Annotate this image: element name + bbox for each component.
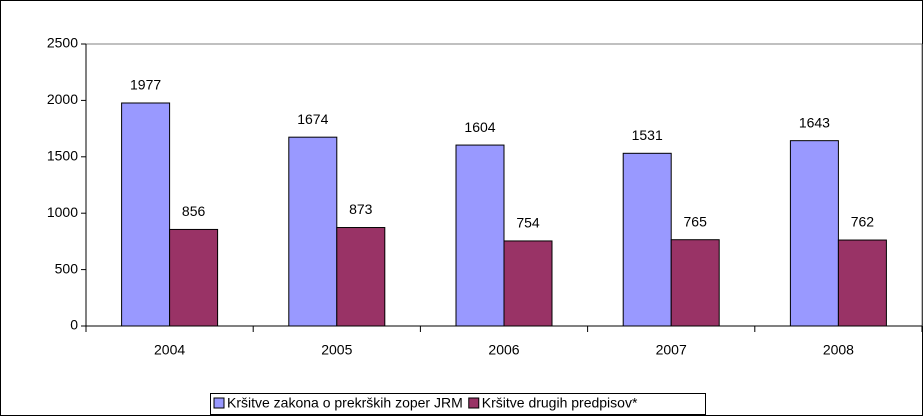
x-tick-label: 2008 (823, 342, 854, 358)
legend-swatch (213, 397, 225, 409)
legend-label: Kršitve drugih predpisov* (482, 395, 638, 411)
y-tick-label: 500 (55, 260, 79, 276)
y-tick-label: 2500 (47, 35, 78, 51)
y-tick-label: 1500 (47, 148, 78, 164)
bar (503, 240, 553, 327)
bar (121, 102, 171, 327)
legend-box (210, 393, 706, 415)
bar (789, 140, 839, 327)
data-label: 1674 (297, 111, 328, 127)
bar (670, 239, 720, 327)
x-tick-label: 2007 (656, 342, 687, 358)
y-tick-label: 0 (70, 317, 78, 333)
data-label: 1604 (464, 119, 495, 135)
data-label: 873 (349, 201, 373, 217)
x-tick-label: 2004 (154, 342, 185, 358)
bar (837, 239, 887, 327)
data-label: 754 (516, 215, 540, 231)
legend-label: Kršitve zakona o prekrških zoper JRM (227, 395, 463, 411)
bar (455, 144, 505, 327)
data-label: 765 (684, 213, 708, 229)
data-label: 1531 (632, 127, 663, 143)
bar (288, 136, 338, 327)
bar (622, 152, 672, 327)
x-tick-label: 2006 (488, 342, 519, 358)
y-tick-label: 2000 (47, 91, 78, 107)
y-tick-label: 1000 (47, 204, 78, 220)
legend-swatch (468, 397, 480, 409)
bar (169, 228, 219, 327)
data-label: 1643 (799, 114, 830, 130)
data-label: 1977 (130, 77, 161, 93)
data-label: 856 (182, 203, 206, 219)
x-tick-label: 2005 (321, 342, 352, 358)
bar (336, 227, 386, 327)
data-label: 762 (851, 214, 875, 230)
